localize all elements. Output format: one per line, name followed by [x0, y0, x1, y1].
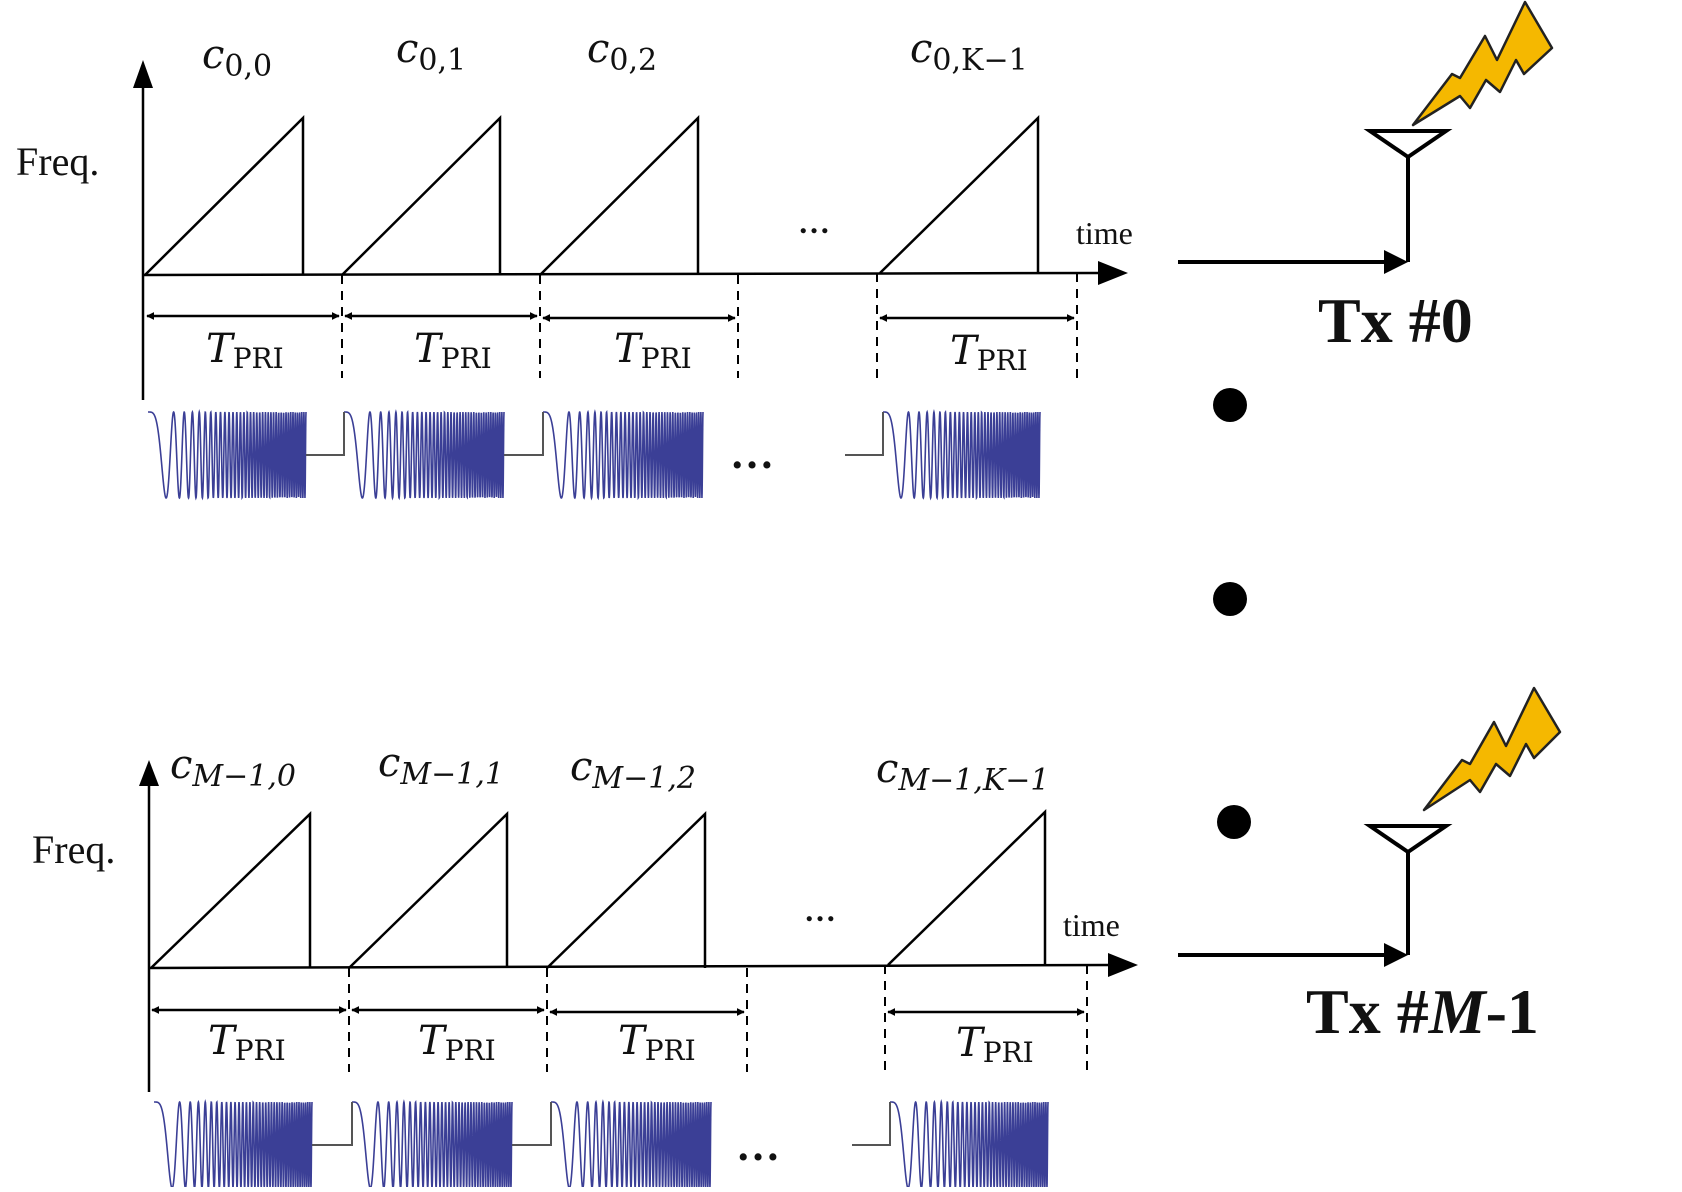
time-label: time: [1076, 215, 1133, 251]
period-label: TPRI: [956, 1020, 1034, 1069]
chirp-waveform: [154, 1098, 1049, 1191]
period-label: TPRI: [206, 326, 284, 375]
chirp-pulse: [543, 409, 704, 501]
time-label: time: [1063, 907, 1120, 943]
waveform-ellipsis: …: [730, 429, 774, 478]
idle-segment: [504, 412, 544, 456]
idle-segment: [306, 412, 345, 456]
chirp-pulse: [344, 409, 505, 501]
period-label: TPRI: [418, 1018, 496, 1067]
idle-segment: [312, 1102, 353, 1146]
chirp-ramps: [144, 114, 1040, 276]
feed-arrowhead: [1384, 250, 1408, 274]
chirp-ramps: [150, 809, 1047, 969]
ellipsis-dot: [1213, 582, 1247, 616]
time-axis: [142, 271, 1103, 277]
chirp-pulse: [551, 1099, 712, 1191]
chirp-ramp: [887, 809, 1047, 966]
freq-axis-arrowhead: [133, 60, 153, 88]
waveform-ellipsis: …: [736, 1121, 780, 1170]
feed-arrowhead: [1384, 943, 1408, 967]
antenna-icon: [1363, 824, 1453, 855]
chirp-code-label: c0,1: [396, 26, 466, 78]
chirp-ramp: [341, 114, 502, 276]
idle-segment: [852, 1102, 891, 1146]
time-axis: [148, 963, 1113, 970]
time-axis-arrowhead: [1098, 261, 1128, 285]
chirp-code-label: cM−1,K−1: [876, 746, 1050, 798]
period-boundaries: [341, 273, 1078, 378]
period-label: TPRI: [414, 326, 492, 375]
tx-label: Tx #0: [1318, 285, 1473, 356]
period-arrows: [146, 312, 1075, 322]
period-label: TPRI: [950, 328, 1028, 377]
chirp-ramp: [539, 114, 700, 276]
freq-axis-arrowhead: [139, 760, 159, 786]
gap-ellipsis: …: [804, 892, 836, 928]
ellipsis-dot: [1217, 805, 1251, 839]
lightning-icon: [1411, 0, 1554, 127]
freq-label: Freq.: [16, 139, 99, 184]
chirp-waveform: [148, 408, 1041, 501]
transmitter-tx0: Tx #0: [1178, 0, 1554, 356]
period-boundaries: [348, 965, 1088, 1072]
chirp-pulse: [890, 1098, 1049, 1191]
chirp-pulse: [154, 1098, 313, 1191]
period-label: TPRI: [618, 1018, 696, 1067]
ellipsis-dot: [1213, 388, 1247, 422]
chirp-code-label: cM−1,2: [570, 744, 696, 796]
idle-segment: [512, 1102, 552, 1146]
period-label: TPRI: [614, 326, 692, 375]
tx-label: Tx #M-1: [1306, 976, 1539, 1047]
freq-label: Freq.: [32, 827, 115, 872]
vertical-ellipsis-icon: [1213, 388, 1251, 839]
chirp-pulse: [148, 408, 307, 501]
panel-txM1: Freq. time … cM−1,0 cM−1,1 cM−1,2 cM−1,K…: [32, 686, 1562, 1191]
chirp-pulse: [883, 408, 1041, 501]
idle-segment: [845, 412, 884, 456]
time-axis-arrowhead: [1108, 953, 1138, 977]
chirp-code-label: cM−1,0: [170, 742, 296, 794]
transmitter-txM1: Tx #M-1: [1178, 686, 1562, 1047]
gap-ellipsis: …: [798, 204, 830, 240]
panel-tx0: Freq. time … c0,0 c0,1 c0,2 c0,K−1: [16, 0, 1554, 501]
chirp-pulse: [352, 1099, 513, 1191]
chirp-code-label: c0,0: [202, 32, 272, 84]
antenna-icon: [1363, 129, 1453, 160]
period-label: TPRI: [208, 1018, 286, 1067]
chirp-ramp: [144, 114, 305, 276]
chirp-ramp: [348, 811, 509, 969]
chirp-ramp: [879, 115, 1040, 274]
chirp-code-label: c0,K−1: [910, 26, 1028, 78]
period-arrows: [151, 1006, 1085, 1016]
chirp-ramp: [150, 811, 312, 969]
chirp-code-label: cM−1,1: [378, 740, 504, 792]
lightning-icon: [1422, 686, 1562, 812]
chirp-code-label: c0,2: [587, 26, 657, 78]
chirp-ramp: [546, 811, 707, 969]
